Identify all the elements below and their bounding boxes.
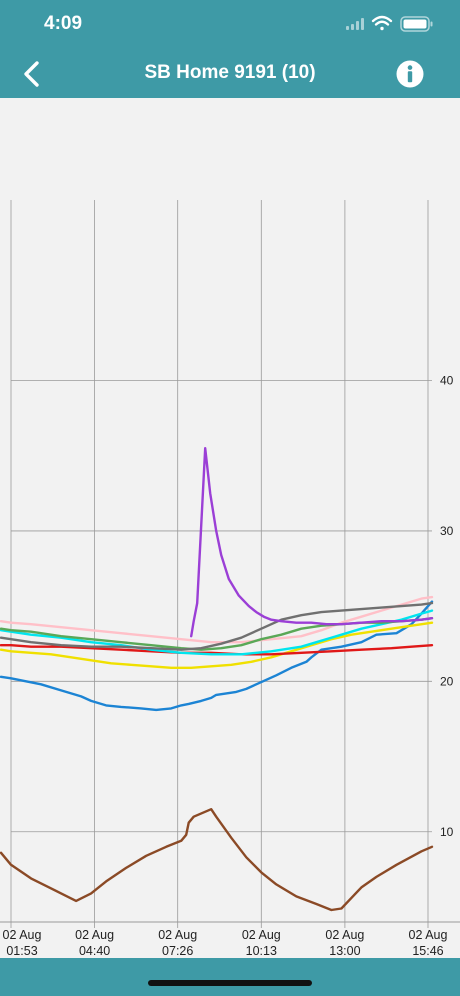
series-line-6 — [0, 609, 434, 656]
x-tick-date: 02 Aug — [3, 928, 42, 942]
chart-area: 10 20 30 40 02 Aug 01:53 02 Aug 04:40 02 Aug 07:2… — [0, 98, 460, 960]
x-tick-date: 02 Aug — [158, 928, 197, 942]
info-icon — [396, 60, 424, 88]
x-tick-time: 01:53 — [6, 944, 37, 958]
x-tick-time: 04:40 — [79, 944, 110, 958]
home-indicator[interactable] — [148, 980, 312, 986]
series-line-5 — [0, 595, 434, 644]
back-button[interactable] — [14, 56, 50, 92]
signal-icon — [346, 18, 364, 30]
status-bar: 4:09 — [0, 0, 460, 48]
info-button[interactable] — [396, 60, 424, 88]
x-tick-time: 15:46 — [412, 944, 443, 958]
status-time: 4:09 — [44, 13, 83, 34]
page-title: SB Home 9191 (10) — [144, 62, 316, 83]
y-tick-label: 10 — [440, 825, 454, 839]
x-tick-time: 13:00 — [329, 944, 360, 958]
nav-bar: SB Home 9191 (10) — [0, 48, 460, 98]
x-tick-date: 02 Aug — [242, 928, 281, 942]
x-tick-date: 02 Aug — [325, 928, 364, 942]
series-line-1 — [0, 808, 434, 912]
x-tick-time: 10:13 — [246, 944, 277, 958]
y-tick-label: 40 — [440, 374, 454, 388]
x-tick-date: 02 Aug — [75, 928, 114, 942]
bottom-bar — [0, 958, 460, 996]
series-line-8 — [0, 601, 434, 651]
status-icons — [346, 14, 436, 36]
series-line-9 — [189, 447, 434, 638]
line-chart: 10 20 30 40 02 Aug 01:53 02 Aug 04:40 02 Aug 07:2… — [0, 200, 460, 958]
battery-icon — [400, 16, 433, 32]
wifi-icon — [371, 15, 393, 31]
x-tick-date: 02 Aug — [409, 928, 448, 942]
series-line-3 — [0, 621, 434, 669]
y-tick-label: 30 — [440, 524, 454, 538]
series-line-4 — [0, 644, 434, 656]
series-line-2 — [0, 600, 434, 712]
y-tick-label: 20 — [440, 674, 454, 688]
chevron-left-icon — [24, 61, 39, 87]
x-tick-time: 07:26 — [162, 944, 193, 958]
